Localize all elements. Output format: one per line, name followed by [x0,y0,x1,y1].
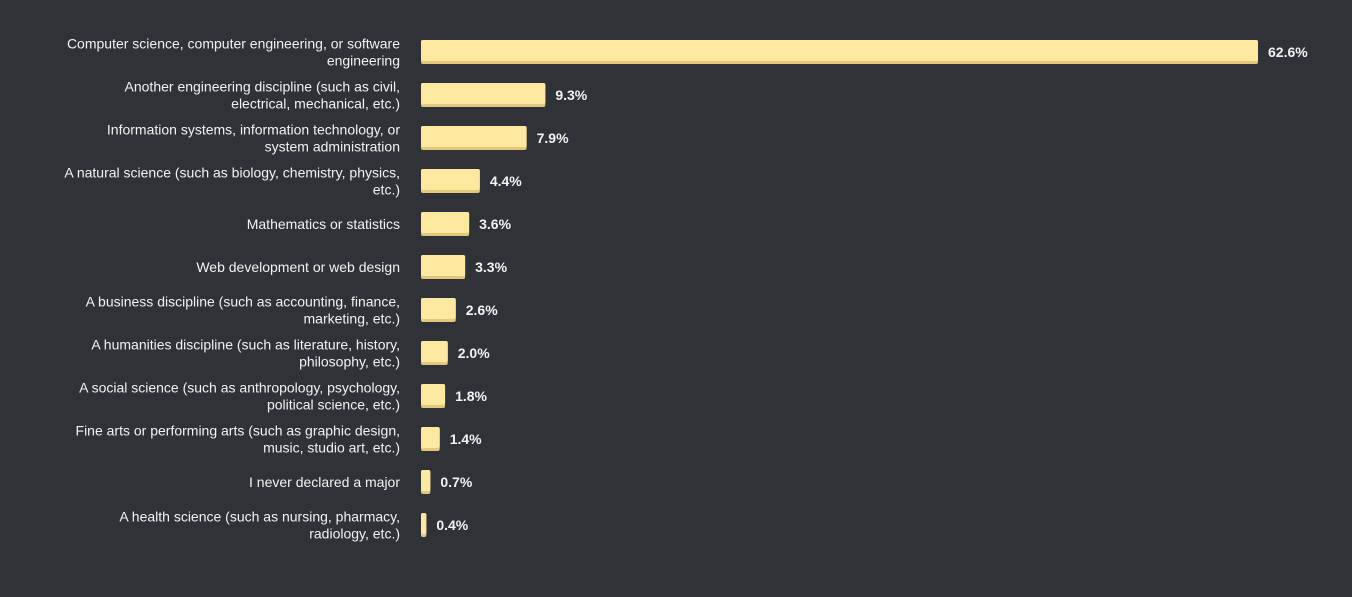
category-label-line: music, studio art, etc.) [263,440,400,456]
category-label-line: Mathematics or statistics [247,216,400,232]
value-label: 1.8% [455,388,487,404]
category-label: A natural science (such as biology, chem… [64,165,400,198]
category-label-line: Fine arts or performing arts (such as gr… [76,423,400,439]
value-label: 4.4% [490,173,522,189]
bar [421,384,446,405]
value-label: 2.6% [466,302,498,318]
bar-row: 0.7% I never declared a major [249,470,473,494]
bar-row: 1.8% A social science (such as anthropolo… [79,380,487,413]
bar-row: 3.6% Mathematics or statistics [247,212,512,236]
bar [421,341,448,362]
bar [421,298,456,319]
bar-row: 2.6% A business discipline (such as accou… [86,294,499,327]
bar [421,169,480,190]
category-label: A social science (such as anthropology, … [79,380,400,413]
category-label-line: Another engineering discipline (such as … [125,79,400,95]
category-label: Web development or web design [196,259,400,275]
category-label-line: engineering [327,53,400,69]
bar-row: 4.4% A natural science (such as biology, … [64,165,522,198]
value-label: 3.6% [479,216,511,232]
category-label-line: Web development or web design [196,259,400,275]
bar [421,427,440,448]
bar-row: 1.4% Fine arts or performing arts (such a… [76,423,483,456]
category-label: Fine arts or performing arts (such as gr… [76,423,400,456]
category-label: Mathematics or statistics [247,216,400,232]
category-label-line: philosophy, etc.) [299,354,400,370]
bar [421,83,546,104]
bar-row: 0.4% A health science (such as nursing, p… [119,509,468,542]
category-label: Another engineering discipline (such as … [125,79,400,112]
bar-row: 9.3% Another engineering discipline (such… [125,79,588,112]
bar-row: 3.3% Web development or web design [196,255,508,279]
category-label-line: political science, etc.) [267,397,400,413]
category-label: Computer science, computer engineering, … [67,36,400,69]
value-label: 62.6% [1268,44,1308,60]
bar-row: 62.6% Computer science, computer engineer… [67,36,1308,69]
value-label: 1.4% [450,431,482,447]
category-label-line: A social science (such as anthropology, … [79,380,400,396]
value-label: 0.4% [436,517,468,533]
category-label: Information systems, information technol… [107,122,400,155]
category-label-line: Computer science, computer engineering, … [67,36,400,52]
bar [421,212,470,233]
bar [421,255,466,276]
category-label-line: A health science (such as nursing, pharm… [119,509,400,525]
value-label: 2.0% [458,345,490,361]
bar-row: 7.9% Information systems, information tec… [107,122,569,155]
category-label-line: radiology, etc.) [309,526,400,542]
category-label-line: A natural science (such as biology, chem… [64,165,400,181]
category-label: A humanities discipline (such as literat… [91,337,400,370]
category-label: I never declared a major [249,474,400,490]
category-label-line: A humanities discipline (such as literat… [91,337,400,353]
category-label-line: system administration [265,139,400,155]
category-label-line: A business discipline (such as accountin… [86,294,400,310]
bar [421,513,427,534]
bar [421,470,431,491]
value-label: 9.3% [555,87,587,103]
value-label: 3.3% [475,259,507,275]
category-label-line: etc.) [373,182,400,198]
category-label-line: marketing, etc.) [304,311,400,327]
category-label: A business discipline (such as accountin… [86,294,400,327]
category-label-line: electrical, mechanical, etc.) [231,96,400,112]
category-label-line: I never declared a major [249,474,400,490]
bar [421,126,527,147]
value-label: 0.7% [440,474,472,490]
bar [421,40,1258,61]
bar-row: 2.0% A humanities discipline (such as lit… [91,337,490,370]
value-label: 7.9% [537,130,569,146]
category-label-line: Information systems, information technol… [107,122,400,138]
category-label: A health science (such as nursing, pharm… [119,509,400,542]
